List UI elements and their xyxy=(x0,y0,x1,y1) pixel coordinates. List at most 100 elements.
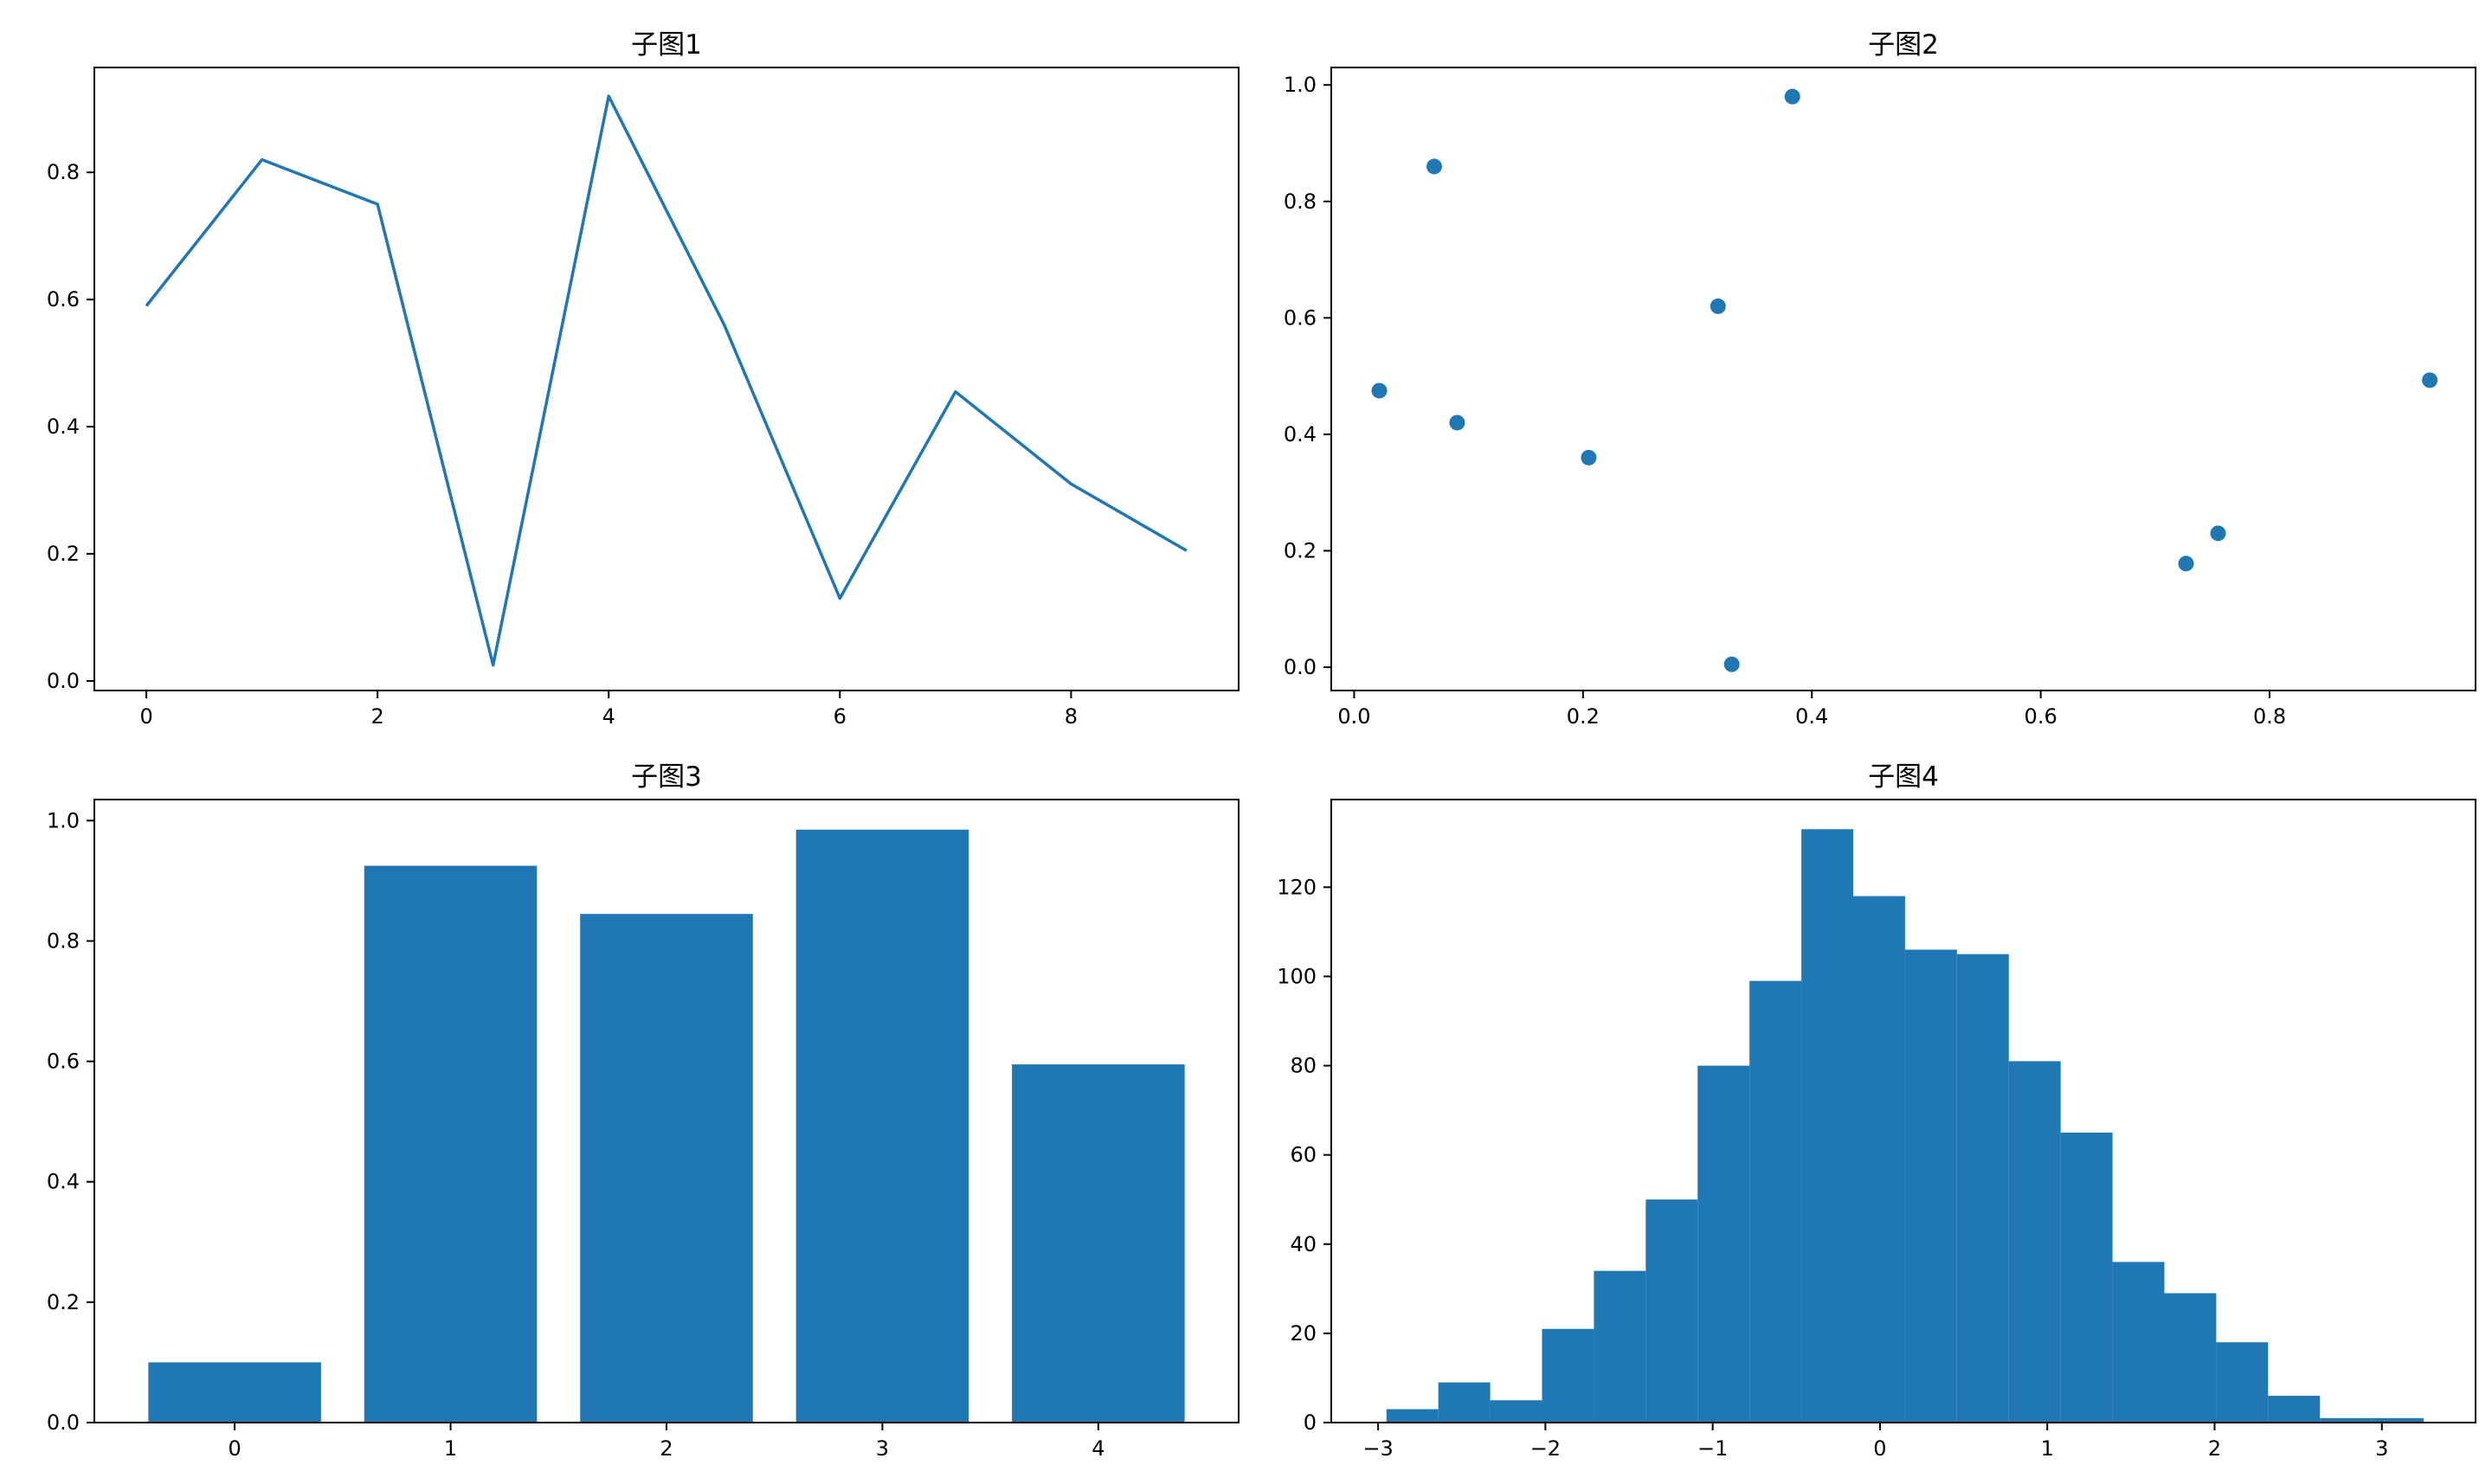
subplot-2-point-7 xyxy=(2178,556,2194,572)
subplot-4-xtick-label-2: −1 xyxy=(1697,1436,1728,1461)
subplot-4-ytick-label-6: 120 xyxy=(1277,875,1317,899)
subplot-4-hist-bar-15 xyxy=(2164,1293,2217,1423)
subplot-2-point-6 xyxy=(1784,88,1800,105)
subplot-4-xtick-label-4: 1 xyxy=(2041,1436,2054,1461)
subplot-1-frame xyxy=(93,67,1240,691)
subplot-3-ytick-label-1: 0.2 xyxy=(47,1290,80,1314)
subplot-2-ytick-label-0: 0.0 xyxy=(1284,655,1317,679)
subplot-2-ytick-label-5: 1.0 xyxy=(1284,73,1317,97)
subplot-1-xtick-label-1: 2 xyxy=(371,704,384,729)
subplot-4-ytick-label-4: 80 xyxy=(1290,1054,1317,1078)
subplot-4-ytick-label-0: 0 xyxy=(1304,1410,1317,1435)
subplot-1-ytick-label-0: 0.0 xyxy=(47,669,80,693)
subplot-2-point-4 xyxy=(1710,298,1726,314)
subplot-4-hist-bar-11 xyxy=(1956,954,2009,1423)
subplot-2-xtick-label-2: 0.4 xyxy=(1795,704,1828,729)
subplot-4-hist-bar-1 xyxy=(1438,1382,1491,1423)
subplot-4-hist-bar-17 xyxy=(2268,1396,2321,1423)
subplot-1-ticks: 0 2 4 6 8 0.0 0.2 0.4 0.6 0.8 xyxy=(47,160,1078,729)
subplot-2-xtick-label-4: 0.8 xyxy=(2253,704,2286,729)
subplot-2-point-5 xyxy=(1723,656,1740,672)
subplot-4-hist-bar-0 xyxy=(1386,1409,1439,1423)
subplot-2-point-0 xyxy=(1371,382,1388,399)
subplot-3-xtick-label-2: 2 xyxy=(660,1436,673,1461)
subplot-4-ytick-label-2: 40 xyxy=(1290,1232,1317,1256)
subplot-1-ytick-label-4: 0.8 xyxy=(47,160,80,184)
subplot-3-xtick-label-4: 4 xyxy=(1091,1436,1104,1461)
subplot-3-title: 子图3 xyxy=(631,761,702,793)
subplot-2-ytick-label-4: 0.8 xyxy=(1284,190,1317,214)
subplot-3-marks xyxy=(148,829,1185,1423)
subplot-4-hist-bar-10 xyxy=(1904,949,1957,1423)
subplot-3-ytick-label-0: 0.0 xyxy=(47,1410,80,1435)
subplot-2-title: 子图2 xyxy=(1868,29,1939,61)
subplot-2-marks xyxy=(1371,88,2438,672)
subplot-2-point-1 xyxy=(1426,158,1442,175)
subplot-1-xtick-label-4: 8 xyxy=(1065,704,1078,729)
subplot-1-title: 子图1 xyxy=(631,29,702,61)
subplot-2-xtick-label-1: 0.2 xyxy=(1567,704,1600,729)
subplot-4-xtick-label-5: 2 xyxy=(2208,1436,2221,1461)
subplot-4-hist-bar-18 xyxy=(2320,1417,2373,1423)
subplot-2-ytick-label-1: 0.2 xyxy=(1284,539,1317,563)
subplot-4-marks xyxy=(1386,829,2424,1423)
subplot-4-ytick-label-5: 100 xyxy=(1277,964,1317,988)
subplot-3: 子图3 0 1 2 3 4 0.0 0.2 0.4 0.6 0.8 1.0 xyxy=(47,761,1240,1461)
subplot-3-frame xyxy=(93,799,1240,1423)
subplot-4-hist-bar-12 xyxy=(2008,1061,2061,1423)
subplot-4-hist-bar-16 xyxy=(2216,1342,2269,1423)
subplot-4-ytick-label-1: 20 xyxy=(1290,1321,1317,1346)
subplot-2-xtick-label-0: 0.0 xyxy=(1337,704,1370,729)
subplot-2-ytick-label-2: 0.4 xyxy=(1284,422,1317,446)
subplot-3-ytick-label-3: 0.6 xyxy=(47,1050,80,1074)
subplot-3-ytick-label-2: 0.4 xyxy=(47,1170,80,1194)
subplot-3-ytick-label-5: 1.0 xyxy=(47,808,80,832)
subplot-2-point-8 xyxy=(2210,525,2226,542)
subplot-3-xtick-label-3: 3 xyxy=(876,1436,889,1461)
subplot-3-xtick-label-0: 0 xyxy=(228,1436,241,1461)
subplot-4-hist-bar-19 xyxy=(2372,1417,2424,1423)
subplot-2-xtick-label-3: 0.6 xyxy=(2025,704,2057,729)
subplot-1-xtick-label-2: 4 xyxy=(602,704,615,729)
subplot-2-ytick-label-3: 0.6 xyxy=(1284,305,1317,330)
subplot-4-ticks: −3 −2 −1 0 1 2 3 0 20 40 60 80 100 120 xyxy=(1277,875,2388,1461)
subplot-1-marks xyxy=(145,94,1188,667)
subplot-4-hist-bar-4 xyxy=(1594,1270,1646,1423)
subplot-2-point-9 xyxy=(2422,372,2438,389)
subplot-3-bar-2 xyxy=(580,914,753,1423)
subplot-2-ticks: 0.0 0.2 0.4 0.6 0.8 0.0 0.2 0.4 0.6 0.8 1.0 xyxy=(1284,73,2286,729)
subplot-1-ytick-label-3: 0.6 xyxy=(47,287,80,312)
subplot-4-title: 子图4 xyxy=(1868,761,1939,793)
subplot-2-point-2 xyxy=(1449,414,1465,431)
subplot-4-hist-bar-14 xyxy=(2112,1262,2165,1423)
subplot-3-xtick-label-1: 1 xyxy=(444,1436,457,1461)
subplot-4-hist-bar-7 xyxy=(1749,980,1802,1423)
subplot-4-hist-bar-13 xyxy=(2060,1132,2113,1423)
subplot-1: 子图1 0 2 4 6 8 0.0 0.2 0.4 0.6 0.8 xyxy=(47,29,1240,729)
subplot-4-hist-bar-3 xyxy=(1542,1328,1594,1423)
subplot-1-xtick-label-0: 0 xyxy=(139,704,152,729)
subplot-3-bar-1 xyxy=(364,865,538,1423)
subplot-4-hist-bar-6 xyxy=(1697,1065,1750,1423)
subplot-2-frame xyxy=(1330,67,2476,691)
subplot-4-xtick-label-1: −2 xyxy=(1530,1436,1561,1461)
subplot-1-ytick-label-2: 0.4 xyxy=(47,414,80,439)
subplot-4-ytick-label-3: 60 xyxy=(1290,1143,1317,1167)
subplot-3-ticks: 0 1 2 3 4 0.0 0.2 0.4 0.6 0.8 1.0 xyxy=(47,808,1105,1461)
subplot-1-xtick-label-3: 6 xyxy=(834,704,847,729)
subplot-4-xtick-label-3: 0 xyxy=(1873,1436,1886,1461)
subplot-4-xtick-label-6: 3 xyxy=(2375,1436,2388,1461)
subplot-4-hist-bar-9 xyxy=(1853,896,1905,1423)
subplot-1-series-line xyxy=(145,94,1188,667)
subplot-3-bar-3 xyxy=(795,829,969,1423)
subplot-3-bar-4 xyxy=(1012,1064,1185,1423)
subplot-4-hist-bar-2 xyxy=(1490,1400,1542,1423)
subplot-4: 子图4 −3 −2 −1 0 1 2 3 0 20 40 60 80 100 120 xyxy=(1277,761,2476,1461)
subplot-2: 子图2 0.0 0.2 0.4 0.6 0.8 0.0 0.2 0.4 0.6 0.8 1.0 xyxy=(1284,29,2476,729)
subplot-4-hist-bar-8 xyxy=(1801,829,1854,1423)
subplot-1-ytick-label-1: 0.2 xyxy=(47,542,80,566)
subplot-3-bar-0 xyxy=(148,1362,321,1423)
subplot-4-frame xyxy=(1330,799,2476,1423)
subplot-4-hist-bar-5 xyxy=(1645,1199,1698,1423)
